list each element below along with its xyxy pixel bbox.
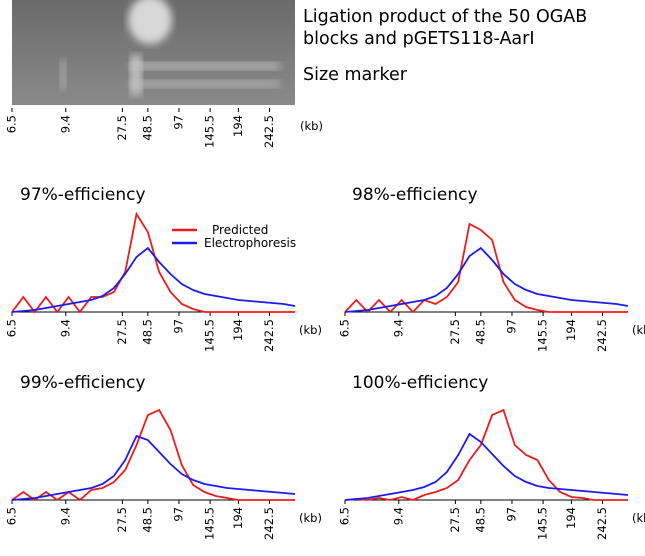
x-tick-label: 9.4: [58, 115, 72, 133]
x-tick-label: 9.4: [58, 319, 72, 337]
x-tick-label: 242.5: [262, 507, 276, 540]
x-tick-label: 6.5: [5, 319, 19, 337]
figure: Ligation product of the 50 OGAB blocks a…: [0, 0, 645, 552]
series-line: [345, 434, 628, 500]
x-tick-label: 6.5: [338, 319, 352, 337]
series-line: [345, 248, 628, 312]
x-tick-label: 97: [171, 507, 185, 522]
chart-title: 97%-efficiency: [20, 185, 146, 205]
x-tick-label: 194: [231, 507, 245, 529]
x-tick-label: 27.5: [115, 319, 129, 345]
gel-unit: (kb): [300, 119, 323, 133]
legend-label: Predicted: [212, 223, 268, 237]
x-unit: (kb): [299, 511, 322, 525]
x-tick-label: 48.5: [140, 319, 154, 345]
x-tick-label: 145.5: [203, 115, 217, 148]
x-tick-label: 9.4: [391, 319, 405, 337]
x-tick-label: 97: [171, 115, 185, 130]
x-tick-label: 242.5: [262, 115, 276, 148]
x-tick-label: 145.5: [536, 507, 550, 540]
x-tick-label: 145.5: [203, 319, 217, 352]
chart-title: 100%-efficiency: [352, 373, 488, 393]
chart-title: 99%-efficiency: [20, 373, 146, 393]
x-tick-label: 6.5: [5, 507, 19, 525]
x-tick-label: 194: [231, 319, 245, 341]
series-line: [12, 410, 295, 500]
gel-image: [12, 0, 295, 105]
x-tick-label: 97: [171, 319, 185, 334]
x-tick-label: 27.5: [115, 507, 129, 533]
series-line: [345, 410, 628, 500]
x-tick-label: 145.5: [536, 319, 550, 352]
x-tick-label: 9.4: [391, 507, 405, 525]
x-unit: (kb): [299, 323, 322, 337]
x-tick-label: 9.4: [58, 507, 72, 525]
x-tick-label: 48.5: [140, 507, 154, 533]
legend-label: Electrophoresis: [204, 236, 296, 250]
x-tick-label: 48.5: [473, 507, 487, 533]
x-tick-label: 27.5: [448, 507, 462, 533]
gel-label: Size marker: [303, 65, 408, 85]
series-line: [12, 436, 295, 500]
x-unit: (kb): [632, 323, 645, 337]
series-line: [12, 248, 295, 312]
x-tick-label: 194: [231, 115, 245, 137]
x-tick-label: 194: [564, 319, 578, 341]
gel-label: blocks and pGETS118-AarI: [303, 29, 535, 49]
x-tick-label: 242.5: [595, 507, 609, 540]
x-tick-label: 27.5: [115, 115, 129, 141]
x-tick-label: 97: [504, 319, 518, 334]
series-line: [345, 224, 628, 312]
x-tick-label: 242.5: [262, 319, 276, 352]
x-tick-label: 6.5: [338, 507, 352, 525]
x-tick-label: 48.5: [140, 115, 154, 141]
x-tick-label: 48.5: [473, 319, 487, 345]
x-tick-label: 97: [504, 507, 518, 522]
x-tick-label: 6.5: [5, 115, 19, 133]
x-tick-label: 27.5: [448, 319, 462, 345]
x-tick-label: 145.5: [203, 507, 217, 540]
gel-label: Ligation product of the 50 OGAB: [303, 7, 587, 27]
x-unit: (kb): [632, 511, 645, 525]
x-tick-label: 194: [564, 507, 578, 529]
chart-title: 98%-efficiency: [352, 185, 478, 205]
x-tick-label: 242.5: [595, 319, 609, 352]
